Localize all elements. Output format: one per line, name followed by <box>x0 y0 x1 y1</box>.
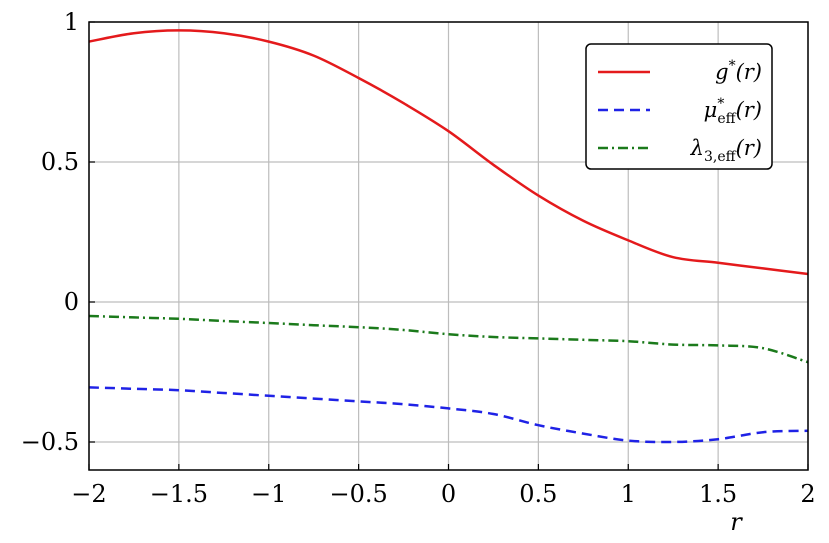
x-tick-label: −1 <box>251 480 286 508</box>
series-line-0 <box>88 29 809 276</box>
legend: g*(r) μ* eff(r) λ3,eff(r) <box>585 43 773 170</box>
x-tick-label: 1 <box>621 480 636 508</box>
x-tick-label: −2 <box>71 480 106 508</box>
legend-box <box>585 43 773 170</box>
series-lines <box>88 29 809 444</box>
x-tick-label: 0 <box>441 480 456 508</box>
series-line-1 <box>88 386 809 444</box>
x-tick-label: 1.5 <box>699 480 737 508</box>
axis-ticks: −2 −1.5 −1 −0.5 0 0.5 1 1.5 2 −0.5 0 0.5 1 <box>21 8 816 508</box>
x-tick-label: 2 <box>800 480 815 508</box>
series-line-2 <box>88 314 809 364</box>
y-tick-label: 0 <box>64 288 79 316</box>
legend-label: μ* eff(r) <box>704 96 762 127</box>
y-tick-label: −0.5 <box>21 428 79 456</box>
y-tick-label: 0.5 <box>41 148 79 176</box>
x-tick-label: 0.5 <box>519 480 557 508</box>
x-axis-label: r <box>730 508 743 536</box>
x-tick-label: −1.5 <box>150 480 208 508</box>
legend-label: λ3,eff(r) <box>690 136 762 165</box>
x-tick-label: −0.5 <box>329 480 387 508</box>
legend-label: g*(r) <box>715 58 762 84</box>
y-tick-label: 1 <box>64 8 79 36</box>
